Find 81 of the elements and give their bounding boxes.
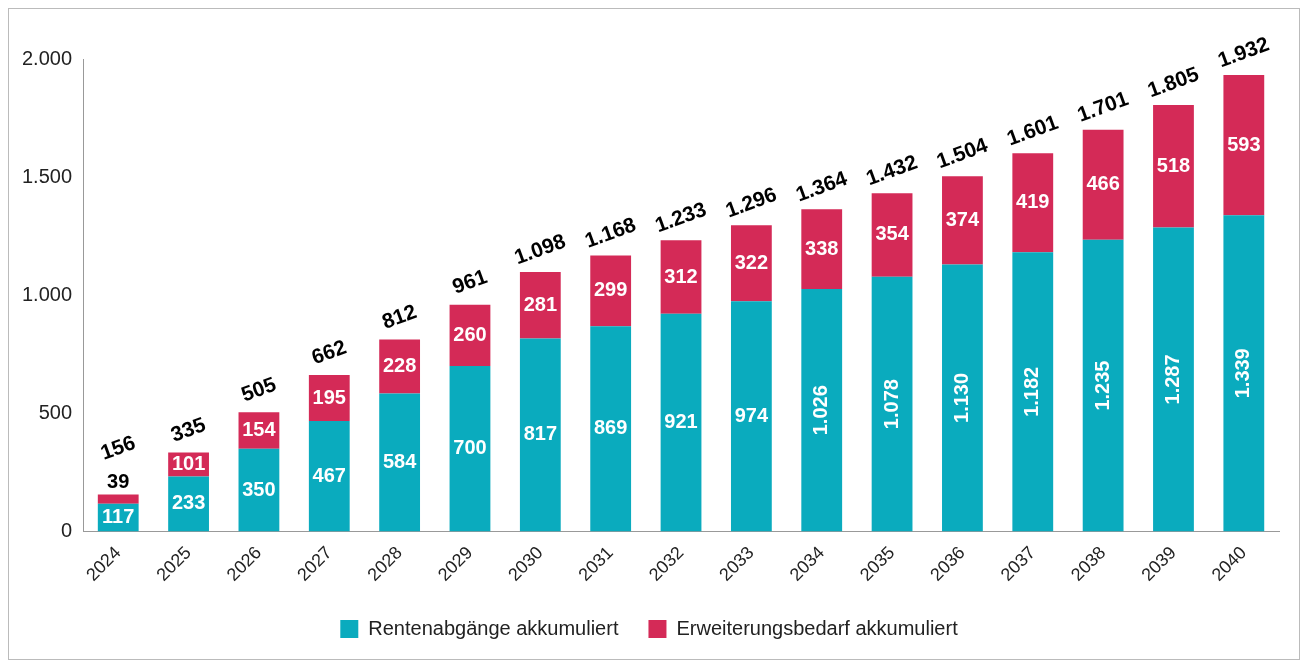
bar: [801, 209, 843, 290]
total-label: 1.432: [862, 149, 921, 190]
data-label: 700: [453, 436, 487, 459]
bar: [730, 301, 772, 532]
total-label: 1.932: [1214, 31, 1272, 72]
data-label: 974: [734, 403, 769, 426]
bar: [379, 393, 421, 532]
data-label: 374: [945, 207, 980, 230]
data-label: 101: [171, 451, 206, 474]
bar: [942, 264, 983, 532]
bar: [1153, 227, 1194, 532]
bar: [308, 421, 350, 532]
y-tick-label: 500: [38, 400, 73, 423]
data-label: 354: [875, 222, 910, 245]
bar: [1223, 75, 1265, 216]
data-label: 1.339: [1231, 348, 1254, 399]
bar: [1223, 215, 1265, 532]
total-label: 1.805: [1144, 61, 1202, 102]
bar: [942, 176, 983, 265]
total-label: 961: [448, 264, 491, 298]
total-label: 505: [237, 371, 280, 406]
data-label: 117: [102, 505, 135, 528]
data-label: 1.130: [949, 372, 972, 423]
total-label: 1.296: [722, 181, 780, 222]
bar: [590, 326, 632, 532]
data-label: 312: [664, 264, 698, 287]
bar: [1153, 105, 1194, 228]
data-label: 1.078: [879, 379, 902, 430]
bar: [801, 289, 843, 532]
data-label: 1.182: [1020, 366, 1043, 417]
y-tick-label: 1.000: [21, 282, 73, 305]
total-label: 1.098: [511, 228, 569, 269]
total-label: 1.601: [1003, 109, 1062, 150]
total-label: 662: [308, 334, 350, 369]
data-label: 195: [312, 385, 346, 408]
total-label: 335: [167, 412, 209, 446]
data-label: 281: [523, 292, 558, 315]
legend-label: Rentenabgänge akkumuliert: [368, 616, 619, 639]
total-label: 1.168: [581, 212, 640, 252]
data-label: 338: [805, 236, 839, 259]
data-label: 466: [1086, 172, 1120, 195]
data-label: 518: [1156, 153, 1191, 176]
legend-label: Erweiterungsbedarf akkumuliert: [676, 616, 959, 639]
y-tick-label: 2.000: [21, 46, 73, 69]
bar: [871, 276, 913, 532]
bar: [660, 313, 702, 532]
total-label: 1.364: [792, 165, 851, 206]
bar: [449, 366, 491, 532]
data-label: 322: [734, 250, 769, 273]
data-label: 921: [664, 410, 698, 433]
bar: [97, 494, 139, 504]
total-label: 1.504: [933, 132, 991, 173]
data-label: 467: [312, 463, 346, 486]
data-label: 260: [453, 322, 487, 345]
data-label: 1.287: [1160, 354, 1183, 405]
data-label: 419: [1016, 190, 1050, 213]
data-label: 299: [593, 278, 628, 301]
y-tick-label: 0: [60, 518, 73, 541]
data-label: 39: [107, 470, 130, 493]
data-label: 584: [382, 449, 418, 472]
bar: [730, 225, 772, 302]
bar: [1082, 129, 1124, 240]
data-label: 869: [593, 416, 628, 439]
data-label: 233: [171, 491, 206, 514]
total-label: 156: [97, 430, 139, 464]
bar: [1012, 153, 1054, 253]
total-label: 1.233: [651, 196, 710, 237]
data-label: 228: [382, 354, 417, 377]
data-label: 593: [1227, 132, 1261, 155]
data-label: 154: [242, 418, 277, 441]
data-label: 1.235: [1090, 360, 1113, 411]
bar: [871, 193, 913, 277]
data-label: 817: [523, 422, 558, 445]
total-label: 1.701: [1073, 86, 1132, 126]
total-label: 812: [378, 299, 420, 333]
y-tick-label: 1.500: [21, 164, 73, 187]
bar: [1012, 252, 1054, 532]
data-label: 350: [242, 477, 276, 500]
bar: [1082, 239, 1124, 532]
data-label: 1.026: [809, 385, 832, 436]
bar: [519, 338, 561, 532]
